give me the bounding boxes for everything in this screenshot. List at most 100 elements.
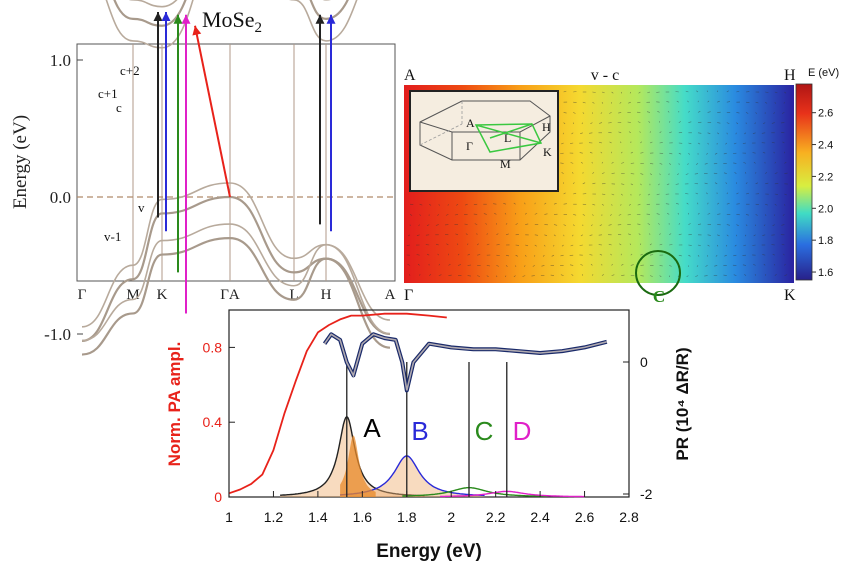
vector-arrow	[714, 152, 718, 155]
vector-arrow	[581, 122, 584, 125]
kpoint-label: H	[321, 287, 332, 303]
vector-arrow	[621, 193, 623, 196]
vector-arrow	[640, 253, 643, 256]
band-labels: c+2c+1c v v-1	[98, 63, 145, 244]
vector-arrow	[752, 152, 756, 154]
vector-arrow	[697, 223, 702, 225]
spectrum-rtick-label: -2	[640, 486, 653, 502]
vector-arrow	[496, 275, 498, 278]
vector-arrow	[601, 102, 604, 104]
vector-arrow	[572, 234, 574, 237]
vector-arrow	[784, 204, 786, 206]
vector-arrow	[570, 244, 574, 247]
vector-arrow	[669, 163, 671, 165]
c-marker-label: C	[653, 287, 665, 306]
vector-arrow	[592, 274, 594, 276]
vector-arrow	[600, 151, 603, 154]
band-ytick-label: 1.0	[50, 51, 71, 70]
vector-arrow	[582, 203, 587, 205]
vector-arrow	[726, 122, 730, 124]
vector-arrow	[474, 223, 478, 225]
vector-arrow	[524, 255, 527, 257]
vector-arrow	[733, 254, 737, 257]
vector-arrow	[561, 244, 564, 247]
vector-arrow	[503, 203, 507, 205]
vector-arrow	[515, 254, 518, 257]
vector-arrow	[611, 274, 615, 276]
colorbar-title: E (eV)	[808, 67, 839, 79]
vector-arrow	[611, 263, 613, 266]
vector-arrow	[688, 121, 692, 123]
vector-arrow	[618, 131, 622, 134]
vector-arrow	[561, 172, 564, 174]
vector-arrow	[649, 254, 654, 256]
vector-arrow	[745, 112, 749, 114]
spectrum-ytick-label: 0.4	[203, 414, 223, 430]
transition-arrowhead	[326, 14, 336, 24]
vector-arrow	[774, 102, 776, 104]
vector-arrow	[714, 182, 718, 185]
vector-arrow	[784, 263, 786, 266]
bz-label: A	[466, 116, 475, 130]
vector-arrow	[765, 203, 768, 206]
vector-arrow	[646, 111, 651, 113]
vector-arrow	[563, 203, 567, 205]
band-curve	[81, 182, 391, 328]
vector-arrow	[688, 254, 691, 257]
vector-arrow	[573, 91, 577, 93]
vector-arrow	[627, 121, 631, 123]
vector-arrow	[580, 264, 583, 266]
vector-arrow	[744, 234, 747, 237]
vector-arrow	[668, 121, 671, 123]
vector-arrow	[657, 111, 660, 113]
vector-arrow	[573, 192, 577, 195]
vector-arrow	[464, 223, 468, 225]
vector-arrow	[617, 234, 622, 236]
peak-label: A	[363, 413, 381, 443]
vector-arrow	[765, 101, 768, 104]
vector-arrow	[742, 264, 747, 266]
vector-arrow	[592, 214, 594, 216]
band-label: c+2	[120, 63, 140, 78]
vector-arrow	[601, 203, 604, 206]
vector-arrow	[656, 213, 660, 215]
vector-arrow	[723, 152, 727, 155]
vector-arrow	[782, 141, 785, 144]
corner-label-a: A	[404, 67, 416, 84]
colorbar-tick-label: 1.8	[818, 235, 833, 247]
vector-arrow	[697, 212, 700, 215]
peak-fit-curve	[402, 486, 547, 497]
vector-arrow	[686, 275, 689, 278]
vector-arrow	[408, 234, 411, 237]
vector-arrow	[753, 234, 756, 237]
vector-arrow	[726, 192, 729, 195]
vector-arrow	[714, 265, 718, 267]
pr-curve	[322, 332, 608, 393]
vector-arrow	[534, 244, 537, 247]
vector-arrow	[695, 275, 699, 277]
vector-arrow	[659, 243, 663, 246]
vector-arrow	[697, 142, 701, 145]
vector-arrow	[774, 274, 777, 276]
vector-arrow	[457, 253, 460, 256]
vector-arrow	[599, 122, 603, 124]
vector-arrow	[592, 182, 596, 185]
vector-arrow	[771, 141, 775, 144]
vector-arrow	[561, 142, 564, 145]
vector-arrow	[755, 182, 759, 185]
vector-arrow	[649, 173, 653, 176]
vector-arrow	[592, 203, 596, 206]
vector-arrow	[754, 122, 756, 125]
peak-fits	[280, 415, 585, 498]
corner-label-h: H	[784, 67, 796, 84]
vector-arrow	[572, 172, 574, 174]
spectrum-xtick-label: 2.2	[486, 509, 506, 525]
vector-arrow	[505, 223, 508, 225]
vector-arrow	[590, 263, 593, 266]
vector-arrow	[610, 253, 612, 256]
vector-arrow	[445, 234, 449, 236]
vector-arrow	[707, 132, 711, 134]
vector-arrow	[563, 90, 567, 93]
vector-arrow	[723, 274, 727, 276]
